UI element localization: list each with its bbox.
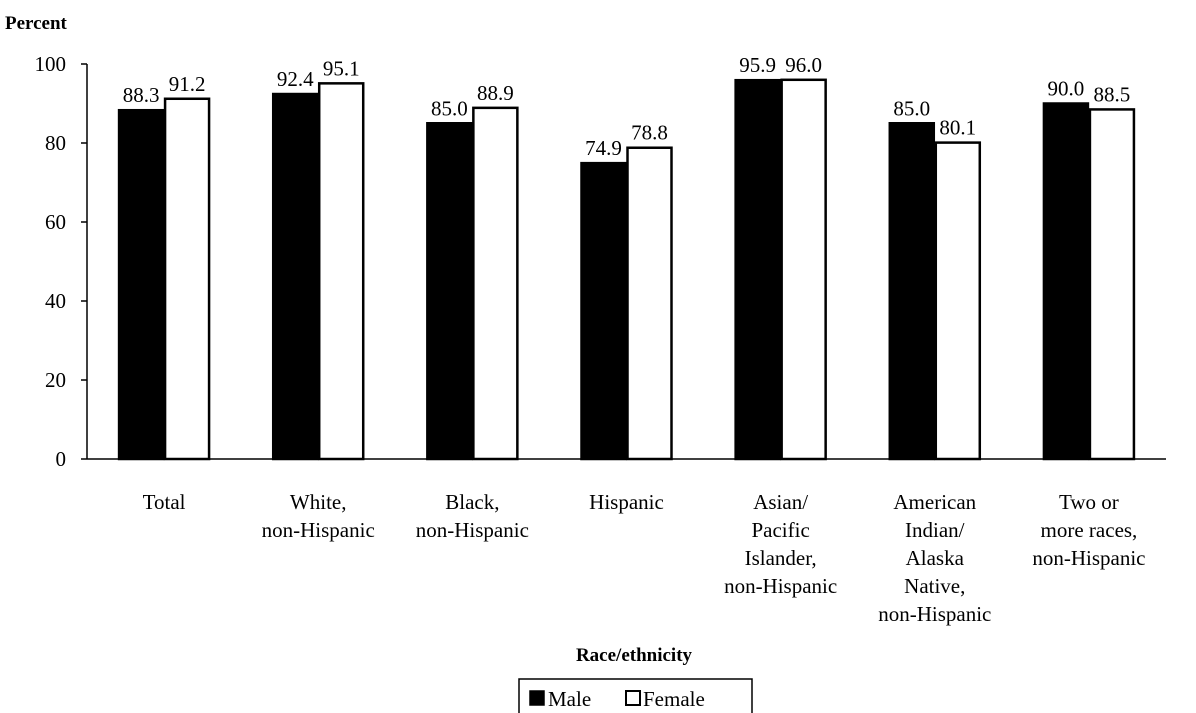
bar-female-0 [163,97,211,461]
category-label-line: Two or [1059,490,1119,514]
bars [117,78,1136,461]
bar-female-5 [934,141,982,461]
category-label-line: non-Hispanic [262,518,375,542]
legend: Male Female [518,678,753,713]
axes: 0 20 40 60 80 100 [35,52,1166,471]
bar-male-6 [1042,102,1090,461]
bar-male-2 [426,122,473,461]
y-tick-label: 60 [45,210,66,234]
bar-male-3 [580,161,627,461]
legend-label-male: Male [548,687,591,711]
data-label-male-4: 95.9 [739,53,776,77]
category-label-line: Black, [445,490,499,514]
legend-swatch-male [529,690,545,706]
y-tick-label: 100 [35,52,67,76]
data-label-female-3: 78.8 [631,121,668,145]
bar-female-1 [317,82,365,461]
category-label-4: Asian/Pacific Islander, non-Hispanic [724,490,837,598]
data-label-male-6: 90.0 [1048,77,1085,101]
category-label-2: Black, non-Hispanic [416,490,529,542]
y-axis-title: Percent [5,13,68,34]
category-label-line: Pacific [751,518,809,542]
data-label-female-0: 91.2 [169,72,206,96]
category-label-line: non-Hispanic [1032,546,1145,570]
data-label-female-1: 95.1 [323,56,360,80]
category-label-line: American [893,490,976,514]
data-label-female-4: 96.0 [785,53,822,77]
category-label-line: Asian/ [753,490,808,514]
category-label-0: Total [143,490,186,514]
category-label-line: White, [290,490,347,514]
y-tick-label: 0 [56,447,67,471]
data-label-female-6: 88.5 [1094,82,1131,106]
x-axis-title: Race/ethnicity [576,645,693,666]
category-labels: Total White, non-Hispanic Black, non-Hispani… [143,490,1146,626]
category-label-5: American Indian/Alaska Native, non-Hispanic [878,490,991,626]
category-label-line: Indian/ [905,518,965,542]
data-labels: 88.3 91.2 92.4 95.1 85.0 88.9 74.9 78.8 95.9 96.0… [123,53,1131,160]
category-label-line: Islander, [745,546,817,570]
category-label-6: Two or more races, non-Hispanic [1032,490,1145,570]
category-label-1: White, non-Hispanic [262,490,375,542]
y-tick-label: 20 [45,368,66,392]
category-label-line: non-Hispanic [724,574,837,598]
data-label-female-5: 80.1 [939,116,976,140]
bar-female-6 [1088,108,1136,461]
bar-female-3 [626,146,673,461]
data-label-male-3: 74.9 [585,136,622,160]
data-label-male-1: 92.4 [277,67,314,91]
y-tick-label: 40 [45,289,66,313]
data-label-male-5: 85.0 [893,96,930,120]
category-label-line: non-Hispanic [416,518,529,542]
bar-male-5 [888,122,936,461]
bar-male-4 [734,78,781,461]
category-label-3: Hispanic [589,490,664,514]
bar-female-4 [780,78,827,461]
data-label-female-2: 88.9 [477,81,514,105]
category-label-line: Hispanic [589,490,664,514]
category-label-line: non-Hispanic [878,602,991,626]
data-label-male-0: 88.3 [123,83,160,107]
category-label-line: Alaska [906,546,965,570]
category-label-line: Native, [904,574,965,598]
category-label-line: more races, [1041,518,1138,542]
category-label-line: Total [143,490,186,514]
bar-male-0 [117,108,165,461]
y-tick-label: 80 [45,131,66,155]
legend-label-female: Female [643,687,705,711]
bar-male-1 [271,92,319,461]
data-label-male-2: 85.0 [431,96,468,120]
legend-swatch-female [625,690,641,706]
bar-female-2 [472,106,519,461]
